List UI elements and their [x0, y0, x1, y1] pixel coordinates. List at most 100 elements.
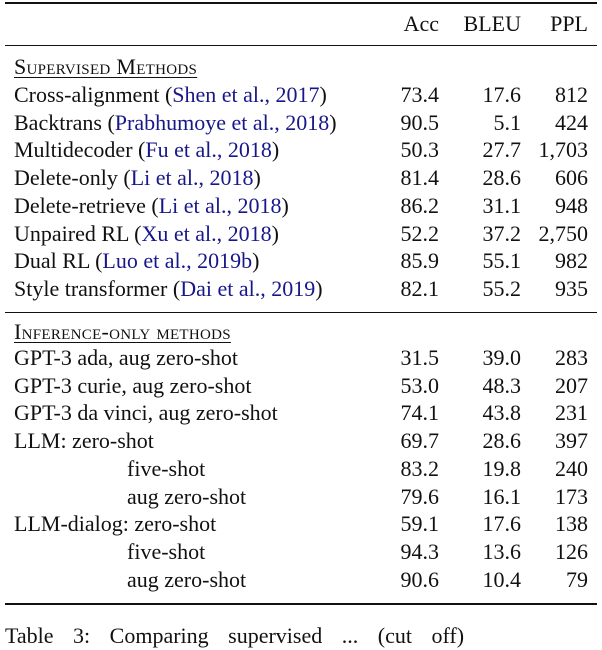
ppl-value: 397	[555, 428, 588, 454]
bleu-value: 13.6	[482, 538, 522, 564]
method-label: GPT-3 da vinci, aug zero-shot	[14, 400, 278, 426]
citation-link[interactable]: Luo et al., 2019b	[102, 248, 253, 274]
bleu-value: 16.1	[482, 483, 522, 509]
method-label: LLM: zero-shot	[14, 428, 154, 454]
acc-value: 81.4	[400, 165, 440, 191]
column-header-acc: Acc	[403, 11, 439, 36]
ppl-value: 126	[555, 538, 588, 564]
table-row: Delete-only (Li et al., 2018) 81.4 28.6 …	[0, 164, 602, 192]
ppl-value: 935	[555, 275, 588, 301]
method-label: Unpaired RL (Xu et al., 2018)	[14, 220, 279, 246]
ppl-value: 173	[555, 483, 588, 509]
acc-value: 82.1	[400, 275, 440, 301]
acc-value: 85.9	[400, 248, 440, 274]
citation-link[interactable]: Dai et al., 2019	[180, 275, 316, 301]
bleu-value: 37.2	[482, 220, 522, 246]
method-label: five-shot	[127, 538, 206, 564]
ppl-value: 424	[555, 109, 588, 135]
acc-value: 86.2	[400, 192, 440, 218]
citation-link[interactable]: Li et al., 2018	[130, 165, 254, 191]
ppl-value: 240	[555, 455, 588, 481]
acc-value: 59.1	[400, 511, 440, 537]
ppl-value: 138	[555, 511, 588, 537]
acc-value: 90.5	[400, 109, 440, 135]
method-label: Delete-retrieve (Li et al., 2018)	[14, 192, 289, 218]
table-row: Cross-alignment (Shen et al., 2017) 73.4…	[0, 81, 602, 109]
table-header-row: Acc BLEU PPL	[0, 10, 602, 38]
acc-value: 73.4	[400, 82, 440, 107]
bleu-value: 17.6	[482, 511, 522, 537]
acc-value: 74.1	[400, 400, 440, 426]
table-caption: Table 3: Comparing supervised ... (cut o…	[5, 623, 465, 648]
table-row: LLM-dialog: zero-shot 59.1 17.6 138	[0, 510, 602, 538]
citation-link[interactable]: Xu et al., 2018	[141, 220, 272, 246]
bleu-value: 31.1	[482, 192, 522, 218]
method-label: Multidecoder (Fu et al., 2018)	[14, 137, 280, 163]
table-top-rule	[5, 2, 597, 4]
bleu-value: 28.6	[482, 165, 522, 191]
header-rule	[5, 45, 597, 47]
ppl-value: 207	[555, 372, 588, 398]
bleu-value: 5.1	[493, 109, 522, 135]
method-label: Style transformer (Dai et al., 2019)	[14, 275, 323, 301]
citation-link[interactable]: Fu et al., 2018	[145, 137, 272, 163]
column-header-bleu: BLEU	[463, 11, 521, 36]
table-row: Dual RL (Luo et al., 2019b) 85.9 55.1 98…	[0, 247, 602, 275]
ppl-value: 283	[555, 345, 588, 370]
table-row: aug zero-shot 90.6 10.4 79	[0, 566, 602, 594]
bleu-value: 48.3	[482, 372, 522, 398]
acc-value: 94.3	[400, 538, 440, 564]
table-row: Unpaired RL (Xu et al., 2018) 52.2 37.2 …	[0, 220, 602, 248]
method-label: Cross-alignment (Shen et al., 2017)	[14, 82, 327, 107]
bleu-value: 39.0	[482, 345, 522, 370]
acc-value: 83.2	[400, 455, 440, 481]
bleu-value: 55.1	[482, 248, 522, 274]
method-label: Backtrans (Prabhumoye et al., 2018)	[14, 109, 337, 135]
table-row: Multidecoder (Fu et al., 2018) 50.3 27.7…	[0, 136, 602, 164]
method-label: LLM-dialog: zero-shot	[14, 511, 217, 537]
bleu-value: 19.8	[482, 455, 522, 481]
table-row: Backtrans (Prabhumoye et al., 2018) 90.5…	[0, 109, 602, 137]
table-row: five-shot 94.3 13.6 126	[0, 538, 602, 566]
ppl-value: 812	[555, 82, 588, 107]
bleu-value: 10.4	[482, 566, 522, 592]
method-label: aug zero-shot	[127, 566, 247, 592]
ppl-value: 982	[555, 248, 588, 274]
ppl-value: 1,703	[538, 137, 589, 163]
ppl-value: 606	[555, 165, 588, 191]
citation-link[interactable]: Prabhumoye et al., 2018	[114, 109, 330, 135]
bleu-value: 28.6	[482, 428, 522, 454]
section-title-supervised: Supervised Methods	[14, 54, 198, 79]
citation-link[interactable]: Li et al., 2018	[158, 192, 282, 218]
citation-link[interactable]: Shen et al., 2017	[172, 82, 320, 107]
method-label: Dual RL (Luo et al., 2019b)	[14, 248, 260, 274]
section-divider-rule	[5, 312, 597, 314]
table-row: GPT-3 ada, aug zero-shot 31.5 39.0 283	[0, 344, 602, 372]
bleu-value: 27.7	[482, 137, 522, 163]
ppl-value: 79	[566, 566, 588, 592]
table-row: GPT-3 curie, aug zero-shot 53.0 48.3 207	[0, 372, 602, 400]
acc-value: 50.3	[400, 137, 440, 163]
acc-value: 52.2	[400, 220, 440, 246]
bleu-value: 17.6	[482, 82, 522, 107]
acc-value: 69.7	[400, 428, 440, 454]
acc-value: 31.5	[400, 345, 440, 370]
table-row: GPT-3 da vinci, aug zero-shot 74.1 43.8 …	[0, 399, 602, 427]
ppl-value: 2,750	[538, 220, 589, 246]
method-label: GPT-3 curie, aug zero-shot	[14, 372, 252, 398]
bleu-value: 55.2	[482, 275, 522, 301]
table-row: aug zero-shot 79.6 16.1 173	[0, 483, 602, 511]
method-label: GPT-3 ada, aug zero-shot	[14, 345, 239, 370]
table-row: five-shot 83.2 19.8 240	[0, 455, 602, 483]
acc-value: 53.0	[400, 372, 440, 398]
bleu-value: 43.8	[482, 400, 522, 426]
method-label: five-shot	[127, 455, 206, 481]
ppl-value: 231	[555, 400, 588, 426]
method-label: Delete-only (Li et al., 2018)	[14, 165, 261, 191]
section-title-inference-only: Inference-only methods	[14, 319, 231, 344]
table-row: Delete-retrieve (Li et al., 2018) 86.2 3…	[0, 192, 602, 220]
column-header-ppl: PPL	[550, 11, 588, 36]
ppl-value: 948	[555, 192, 588, 218]
acc-value: 90.6	[400, 566, 440, 592]
table-bottom-rule	[5, 603, 597, 605]
